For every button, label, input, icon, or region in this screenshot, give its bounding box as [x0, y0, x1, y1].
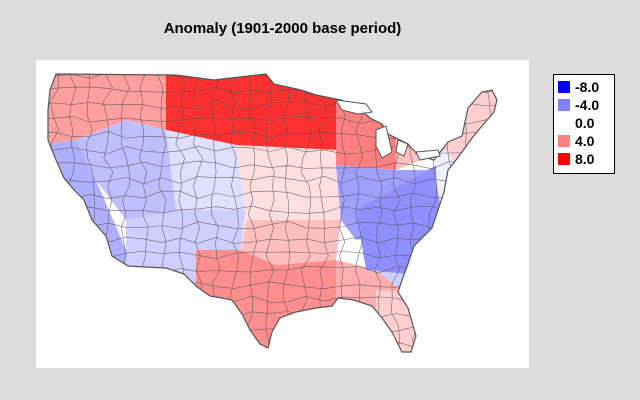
division-boundaries	[48, 74, 497, 352]
legend-item: 4.0	[558, 132, 614, 150]
legend-swatch	[558, 135, 570, 147]
legend-label: -4.0	[575, 97, 600, 113]
legend-item: -4.0	[558, 96, 614, 114]
legend-swatch	[558, 81, 570, 93]
legend-label: 4.0	[575, 133, 595, 149]
zone-texas	[196, 250, 336, 352]
zone-southern-plains	[241, 220, 341, 265]
legend-label: 0.0	[575, 115, 595, 131]
legend-item: -8.0	[558, 78, 614, 96]
us-anomaly-map	[47, 73, 498, 353]
legend-item: 0.0	[558, 114, 614, 132]
legend-swatch	[558, 153, 570, 165]
zone-central-plains	[236, 145, 341, 220]
zone-new-england	[446, 74, 497, 165]
map-panel	[36, 60, 529, 368]
zone-rockies	[166, 130, 246, 210]
color-legend: -8.0 -4.0 0.0 4.0 8.0	[553, 74, 615, 174]
zone-florida	[376, 290, 456, 352]
legend-label: -8.0	[575, 79, 600, 95]
legend-swatch	[558, 99, 570, 111]
legend-swatch	[558, 117, 570, 129]
map-title: Anomaly (1901-2000 base period)	[163, 20, 402, 37]
zone-northwest	[48, 74, 166, 145]
legend-label: 8.0	[575, 151, 595, 167]
legend-item: 8.0	[558, 150, 614, 168]
great-lakes-water	[335, 99, 441, 161]
